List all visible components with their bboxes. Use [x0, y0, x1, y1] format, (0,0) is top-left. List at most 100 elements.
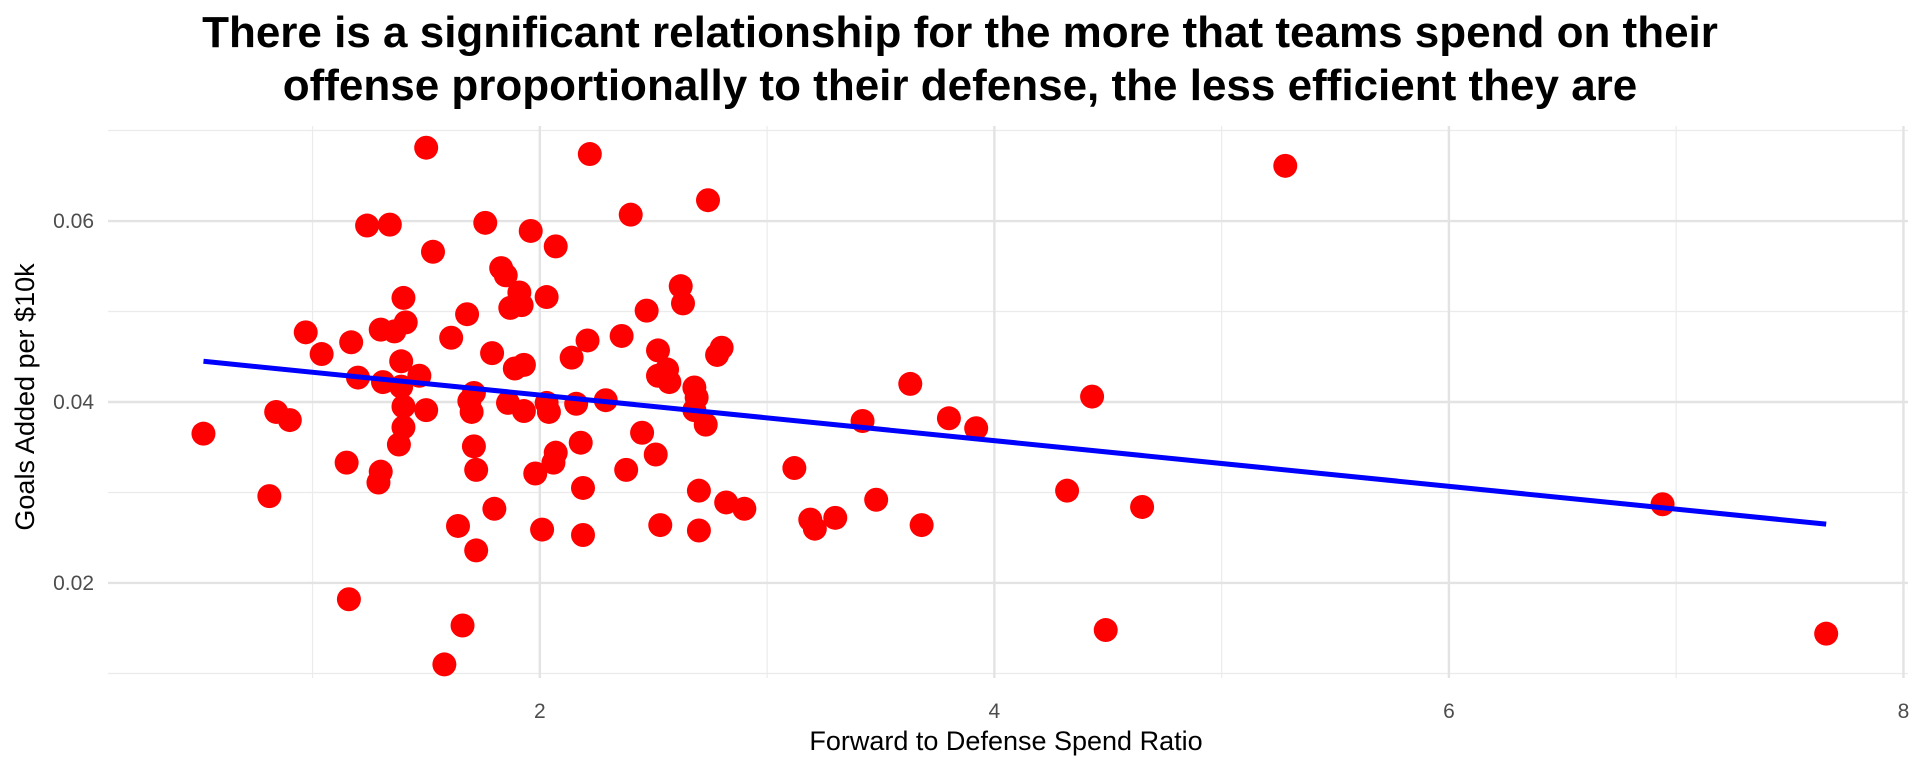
- data-point: [864, 487, 889, 512]
- data-point: [480, 341, 505, 366]
- data-point: [393, 310, 418, 335]
- x-axis-ticks: 2 4 6 8: [534, 700, 1909, 723]
- trend-line: [203, 358, 1827, 527]
- data-point: [536, 399, 561, 424]
- data-point: [571, 475, 595, 500]
- data-point: [293, 320, 318, 345]
- data-point: [509, 293, 534, 318]
- data-point: [643, 442, 668, 467]
- data-point: [191, 421, 216, 446]
- major-gridlines: [108, 126, 1908, 678]
- data-point: [309, 342, 334, 367]
- data-point: [609, 323, 634, 348]
- data-point: [414, 135, 439, 160]
- data-point: [464, 457, 489, 482]
- data-point: [714, 490, 739, 515]
- data-point: [461, 380, 486, 405]
- data-point: [543, 234, 568, 259]
- data-point: [782, 456, 807, 481]
- data-point: [1130, 494, 1155, 519]
- data-point: [732, 496, 757, 521]
- data-point: [823, 505, 848, 530]
- data-point: [459, 399, 484, 424]
- data-point: [1814, 621, 1839, 646]
- data-point: [421, 239, 445, 264]
- x-tick-label: 8: [1898, 700, 1910, 723]
- trend-line-group: [203, 358, 1827, 527]
- y-tick-label: 0.02: [53, 572, 94, 595]
- data-point: [693, 412, 718, 437]
- data-point: [377, 212, 402, 237]
- data-point: [1273, 153, 1298, 178]
- data-point: [898, 371, 923, 396]
- y-tick-label: 0.04: [53, 391, 94, 414]
- data-point: [936, 406, 961, 431]
- data-point: [450, 613, 475, 638]
- data-point: [455, 302, 480, 327]
- data-point: [648, 513, 673, 538]
- data-point: [686, 518, 711, 543]
- data-point: [339, 330, 364, 355]
- data-point: [657, 370, 682, 395]
- x-axis-title: Forward to Defense Spend Ratio: [809, 726, 1202, 756]
- data-point: [575, 328, 600, 353]
- chart-title-line-2: offense proportionally to their defense,…: [282, 61, 1638, 110]
- data-point: [446, 513, 470, 538]
- data-point: [414, 398, 439, 423]
- data-point: [277, 408, 302, 433]
- data-point: [511, 352, 536, 377]
- y-axis-title: Goals Added per $10k: [10, 263, 40, 531]
- y-tick-label: 0.06: [53, 210, 94, 233]
- data-point: [577, 142, 602, 167]
- data-point: [461, 434, 486, 459]
- data-point: [618, 202, 643, 227]
- data-point: [355, 213, 380, 238]
- data-point: [671, 291, 695, 316]
- data-point: [432, 652, 457, 677]
- x-tick-label: 6: [1443, 700, 1455, 723]
- data-points: [191, 135, 1839, 677]
- data-point: [568, 430, 593, 455]
- x-tick-label: 4: [989, 700, 1001, 723]
- data-point: [1080, 384, 1105, 409]
- data-point: [571, 523, 595, 548]
- data-point: [336, 587, 361, 612]
- x-tick-label: 2: [534, 700, 546, 723]
- data-point: [684, 385, 709, 410]
- data-point: [389, 349, 414, 374]
- data-point: [614, 457, 639, 482]
- data-point: [257, 484, 282, 509]
- data-point: [964, 416, 989, 441]
- y-axis-ticks: 0.02 0.04 0.06: [53, 210, 94, 595]
- data-point: [391, 415, 416, 440]
- data-point: [511, 399, 536, 424]
- data-point: [523, 461, 548, 486]
- data-point: [391, 285, 416, 310]
- data-point: [802, 516, 827, 541]
- data-point: [518, 218, 543, 243]
- data-point: [530, 517, 555, 542]
- data-point: [1650, 492, 1675, 517]
- chart-title-line-1: There is a significant relationship for …: [202, 8, 1718, 57]
- data-point: [559, 345, 584, 370]
- data-point: [473, 210, 498, 235]
- data-point: [909, 513, 934, 538]
- data-point: [334, 450, 359, 475]
- data-point: [630, 420, 655, 445]
- data-point: [368, 459, 393, 484]
- data-point: [686, 478, 711, 503]
- data-point: [493, 263, 518, 288]
- data-point: [696, 188, 720, 213]
- data-point: [439, 325, 464, 350]
- data-point: [464, 538, 489, 563]
- data-point: [543, 440, 568, 465]
- data-point: [534, 285, 559, 310]
- data-point: [391, 394, 416, 419]
- data-point: [634, 298, 659, 323]
- chart-title: There is a significant relationship for …: [0, 6, 1920, 112]
- data-point: [709, 335, 734, 360]
- data-point: [1055, 478, 1080, 503]
- data-point: [371, 370, 395, 395]
- data-point: [1093, 618, 1118, 643]
